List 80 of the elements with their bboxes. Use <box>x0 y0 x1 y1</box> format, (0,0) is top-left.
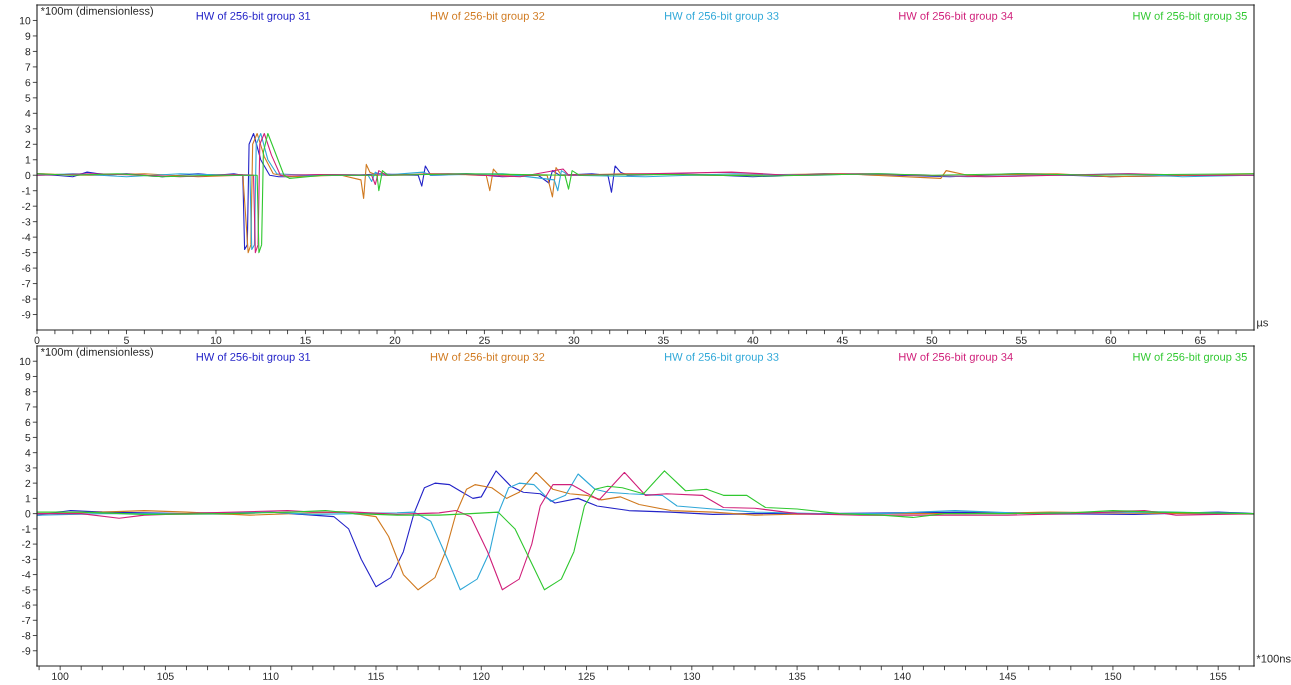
x-axis-title: *100ns <box>1256 654 1291 663</box>
y-tick-label: 5 <box>25 94 31 102</box>
y-tick-label: 0 <box>25 510 31 518</box>
x-tick-label: 15 <box>300 336 311 344</box>
y-tick-label: 7 <box>25 403 31 411</box>
y-axis-title: *100m (dimensionless) <box>40 347 153 358</box>
text: HW of 256-bit group 32 <box>430 352 545 364</box>
y-tick-label: -7 <box>21 280 31 288</box>
x-tick-label: 30 <box>568 336 580 344</box>
y-tick-label: 9 <box>25 32 31 40</box>
x-tick-label: 20 <box>389 336 401 344</box>
y-tick-label: 3 <box>25 464 31 472</box>
y-tick-label: 4 <box>25 109 31 118</box>
x-tick-label: 135 <box>789 672 806 680</box>
text: HW of 256-bit group 34 <box>899 352 1013 364</box>
y-tick-label: 3 <box>25 125 31 133</box>
text: HW of 256-bit group 35 <box>1133 11 1247 23</box>
y-tick-label: -4 <box>21 571 31 579</box>
x-tick-label: 0 <box>34 336 40 344</box>
y-tick-label: -8 <box>21 632 31 640</box>
x-tick-label: 115 <box>368 672 384 680</box>
y-tick-label: -6 <box>21 601 31 609</box>
text: HW of 256-bit group 31 <box>196 11 311 23</box>
y-tick-label: -3 <box>21 555 31 564</box>
x-tick-label: 140 <box>894 672 911 680</box>
text: HW of 256-bit group 33 <box>665 352 779 364</box>
y-tick-label: 0 <box>25 171 31 180</box>
y-tick-label: 4 <box>25 449 31 457</box>
y-tick-label: -5 <box>21 586 31 594</box>
y-tick-label: -1 <box>21 187 31 195</box>
x-tick-label: 100 <box>52 672 69 680</box>
y-tick-label: 6 <box>25 418 31 427</box>
y-tick-label: -1 <box>21 525 31 533</box>
y-tick-label: -2 <box>21 540 31 548</box>
x-tick-label: 145 <box>999 672 1016 680</box>
y-tick-label: 2 <box>25 479 31 487</box>
y-tick-label: 2 <box>25 140 31 149</box>
text: HW of 256-bit group 33 <box>665 11 779 23</box>
y-axis-title: *100m (dimensionless) <box>40 6 153 17</box>
y-tick-label: -2 <box>21 202 31 210</box>
x-axis-title: µs <box>1257 320 1268 329</box>
x-tick-label: 25 <box>479 336 490 344</box>
y-tick-label: 1 <box>25 156 31 164</box>
y-tick-label: -5 <box>21 249 31 257</box>
text: HW of 256-bit group 31 <box>196 352 311 364</box>
x-tick-label: 45 <box>836 336 848 344</box>
y-tick-label: -6 <box>21 264 31 272</box>
x-tick-label: 130 <box>683 672 701 680</box>
y-tick-label: 8 <box>25 47 31 56</box>
x-tick-label: 155 <box>1210 672 1227 680</box>
text: HW of 256-bit group 35 <box>1133 352 1247 364</box>
x-tick-label: 150 <box>1105 672 1122 680</box>
y-tick-label: 10 <box>19 357 31 366</box>
text: HW of 256-bit group 32 <box>430 11 545 23</box>
y-tick-label: 7 <box>25 63 31 71</box>
x-tick-label: 55 <box>1015 336 1027 344</box>
x-tick-label: 10 <box>210 336 222 344</box>
y-tick-label: 5 <box>25 434 31 442</box>
x-tick-label: 125 <box>578 672 595 680</box>
x-tick-label: 35 <box>658 336 669 344</box>
y-tick-label: 8 <box>25 388 31 396</box>
y-tick-label: 10 <box>19 16 31 25</box>
x-tick-label: 65 <box>1195 336 1206 344</box>
y-tick-label: -7 <box>21 616 31 625</box>
y-tick-label: -3 <box>21 218 31 226</box>
x-tick-label: 60 <box>1105 336 1117 344</box>
y-tick-label: 9 <box>25 372 31 381</box>
x-tick-label: 110 <box>263 672 279 680</box>
x-tick-label: 5 <box>124 336 129 344</box>
y-tick-label: 1 <box>25 494 31 503</box>
y-tick-label: -9 <box>21 647 31 655</box>
x-tick-label: 105 <box>157 672 174 680</box>
y-tick-label: -9 <box>21 311 31 319</box>
y-tick-label: -8 <box>21 295 31 303</box>
x-tick-label: 120 <box>473 672 490 680</box>
x-tick-label: 40 <box>747 336 759 344</box>
y-tick-label: -4 <box>21 233 31 241</box>
y-tick-label: 6 <box>25 78 31 87</box>
x-tick-label: 50 <box>926 336 938 344</box>
text: HW of 256-bit group 34 <box>899 11 1013 23</box>
